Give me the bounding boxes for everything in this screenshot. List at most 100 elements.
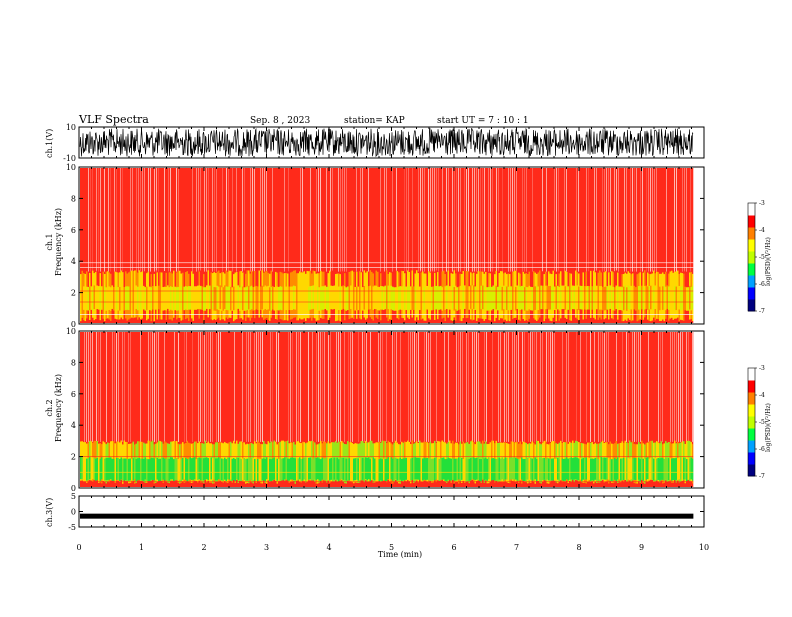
band-column — [182, 457, 184, 480]
band-column — [471, 457, 473, 480]
band-column — [227, 457, 229, 480]
band-column — [155, 286, 157, 310]
speckle-streak — [434, 168, 435, 272]
band-column — [453, 287, 455, 311]
speckle-streak — [658, 332, 659, 442]
band-column — [647, 457, 649, 480]
speckle-streak — [116, 168, 117, 272]
band-column — [366, 458, 368, 480]
band-column — [575, 457, 577, 480]
band-column — [138, 286, 140, 310]
speckle-streak — [476, 168, 477, 272]
band-column — [558, 458, 560, 481]
band-column — [585, 286, 587, 310]
band-column — [257, 459, 259, 482]
speckle-streak — [256, 332, 257, 442]
speckle-streak — [632, 168, 633, 272]
band-column — [386, 287, 388, 311]
band-column — [641, 457, 643, 480]
band-column — [180, 285, 182, 310]
speckle-streak — [490, 168, 491, 272]
band-column — [386, 458, 388, 481]
band-column — [600, 286, 602, 310]
band-column — [563, 459, 565, 481]
band-column — [308, 457, 310, 480]
band-column — [674, 458, 676, 481]
speckle-streak — [320, 168, 321, 272]
band-column — [171, 457, 173, 480]
speckle-streak — [608, 332, 609, 442]
ch3-waveform-ytick-label: -5 — [68, 523, 76, 532]
speckle-streak — [522, 332, 523, 442]
speckle-streak — [626, 168, 627, 272]
band-column — [683, 285, 685, 310]
band-column — [537, 459, 539, 482]
band-column — [533, 458, 535, 481]
speckle-streak — [364, 332, 365, 442]
band-column — [690, 286, 692, 311]
band-column — [245, 287, 247, 311]
band-column — [276, 458, 278, 481]
band-column — [575, 285, 577, 310]
speckle-streak — [346, 168, 347, 272]
band-column — [420, 286, 422, 311]
band-column — [345, 287, 347, 311]
speckle-streak — [98, 332, 99, 442]
band-column — [480, 459, 482, 482]
band-column — [294, 458, 296, 481]
speckle-streak — [378, 332, 379, 442]
band-column — [143, 285, 145, 310]
speckle-streak — [196, 168, 197, 272]
speckle-streak — [308, 332, 309, 442]
band-column — [648, 458, 650, 481]
band-column — [603, 286, 605, 311]
band-column — [267, 285, 269, 310]
band-column — [113, 458, 115, 481]
band-column — [617, 286, 619, 310]
speckle-streak — [514, 168, 515, 272]
band-column — [462, 285, 464, 310]
band-column — [635, 458, 637, 481]
band-column — [90, 286, 92, 310]
speckle-streak — [478, 168, 479, 272]
speckle-streak — [254, 168, 255, 272]
speckle-streak — [676, 168, 677, 272]
ch1-waveform-line — [79, 127, 694, 158]
band-column — [162, 457, 164, 480]
speckle-streak — [418, 168, 419, 272]
band-column — [389, 457, 391, 480]
band-column — [333, 285, 335, 310]
band-column — [560, 458, 562, 481]
colorbar-segment — [748, 263, 755, 276]
band-column — [650, 457, 652, 480]
band-column — [185, 286, 187, 310]
band-column — [281, 286, 283, 311]
band-column — [590, 458, 592, 481]
x-tick-label: 2 — [201, 543, 206, 552]
band-column — [123, 458, 125, 481]
band-column — [413, 286, 415, 310]
band-column — [212, 285, 214, 310]
speckle-streak — [666, 168, 667, 272]
speckle-streak — [456, 332, 457, 442]
band-column — [405, 286, 407, 311]
band-column — [347, 286, 349, 311]
band-column — [200, 285, 202, 310]
band-column — [408, 457, 410, 480]
band-column — [432, 286, 434, 310]
speckle-streak — [642, 168, 643, 272]
band-column — [591, 458, 593, 481]
speckle-streak — [258, 332, 259, 442]
band-column — [611, 285, 613, 310]
speckle-streak — [218, 332, 219, 442]
band-column — [93, 285, 95, 309]
x-tick-label: 5 — [389, 543, 394, 552]
band-column — [210, 457, 212, 480]
band-column — [689, 459, 691, 482]
band-column — [384, 459, 386, 482]
band-column — [380, 458, 382, 481]
speckle-streak — [204, 332, 205, 442]
colorbar-tick-label: -7 — [759, 308, 765, 315]
band-column — [144, 457, 146, 480]
